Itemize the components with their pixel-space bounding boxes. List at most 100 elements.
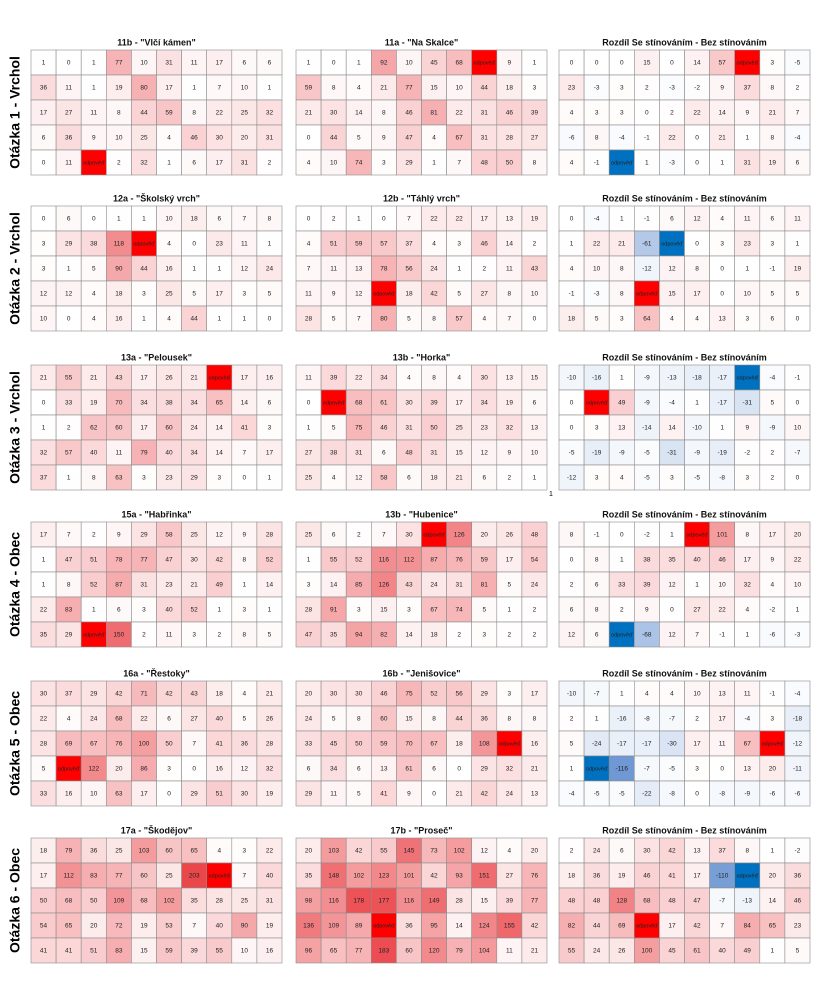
cell-value: 48 [568, 898, 576, 905]
cell-value: 42 [531, 923, 539, 930]
cell-value: 29 [65, 241, 73, 248]
cell [684, 730, 710, 757]
cell-value: -8 [669, 791, 675, 798]
cell [320, 205, 347, 232]
cell [231, 730, 258, 757]
cell [633, 280, 660, 307]
cell [156, 230, 182, 257]
cell-value: 61 [380, 400, 388, 407]
cell-value: 11 [90, 110, 97, 117]
cell-value: 34 [191, 400, 199, 407]
cell-value: 0 [695, 241, 699, 248]
cell [709, 464, 735, 491]
cell-value: 9 [407, 791, 411, 798]
cell-value: 27 [506, 873, 514, 880]
cell [558, 680, 585, 707]
cell-value: 96 [305, 948, 313, 955]
cell-value: 9 [745, 110, 749, 117]
cell [320, 862, 347, 889]
cell-value: 104 [479, 948, 490, 955]
cell [471, 74, 498, 101]
cell [396, 149, 422, 176]
cell-value: 6 [533, 400, 537, 407]
cell-value: 3 [268, 425, 272, 432]
cell-value: 5 [357, 135, 361, 142]
cell [759, 464, 786, 491]
cell-value: 63 [115, 475, 123, 482]
cell [759, 414, 786, 441]
cell-value: 29 [405, 160, 413, 167]
cell-value: 17 [531, 691, 539, 698]
cell [784, 74, 811, 101]
cell-value: 40 [165, 450, 173, 457]
cell [345, 780, 372, 807]
cell-value: 2 [670, 110, 674, 117]
cell-value: 21 [266, 691, 274, 698]
cell-value: 65 [769, 923, 777, 930]
cell [759, 596, 786, 623]
cell [370, 99, 397, 126]
cell-value: 0 [332, 60, 336, 67]
cell [30, 621, 57, 648]
cell-value: 5 [42, 766, 46, 773]
cell-value: 21 [456, 475, 464, 482]
cell-value: 0 [796, 316, 800, 323]
cell-value: 31 [140, 582, 148, 589]
cell [345, 705, 372, 732]
cell [231, 280, 258, 307]
cell-value: 3 [595, 110, 599, 117]
cell-value: 12 [355, 291, 363, 298]
cell-value: 7 [192, 741, 196, 748]
cell [181, 755, 208, 782]
cell [370, 571, 397, 598]
cell [30, 230, 57, 257]
cell [759, 546, 786, 573]
cell [295, 439, 322, 466]
cell-value: 16 [216, 766, 224, 773]
cell-value: 3 [243, 848, 247, 855]
cell-value: -17 [617, 741, 627, 748]
cell-value: 22 [456, 216, 464, 223]
cell [684, 305, 710, 332]
cell-value: 0 [670, 60, 674, 67]
cell-value: 203 [189, 873, 200, 880]
cell-value: 2 [142, 632, 146, 639]
cell [608, 755, 635, 782]
cell [55, 780, 82, 807]
cell-value: 5 [508, 582, 512, 589]
cell [734, 837, 761, 864]
cell-value: -116 [615, 766, 628, 773]
cell-value: 8 [432, 316, 436, 323]
cell-value: 22 [693, 110, 701, 117]
cell-value: 0 [42, 216, 46, 223]
cell [370, 74, 397, 101]
cell-value: 55 [65, 375, 73, 382]
cell-value: 32 [744, 582, 752, 589]
cell [345, 862, 372, 889]
cell-value: 47 [165, 557, 173, 564]
cell [345, 124, 372, 151]
cell-value: -7 [669, 716, 675, 723]
cell [256, 364, 283, 391]
cell [446, 124, 473, 151]
cell [370, 837, 397, 864]
cell [583, 255, 610, 282]
cell-value: 8 [192, 110, 196, 117]
cell [396, 49, 422, 76]
cell-value: 40 [719, 948, 727, 955]
cell-value: 13 [531, 791, 539, 798]
cell [521, 571, 548, 598]
cell-value: odpověď [133, 241, 155, 247]
cell-value: 27 [481, 291, 489, 298]
cell [784, 571, 811, 598]
cell-value: 19 [266, 791, 274, 798]
cell-value: 46 [380, 425, 388, 432]
cell [608, 149, 635, 176]
cell-value: 0 [620, 532, 624, 539]
cell-value: 30 [40, 691, 48, 698]
cell-value: 0 [268, 316, 272, 323]
cell [370, 49, 397, 76]
cell-value: 58 [165, 532, 173, 539]
cell-value: 2 [533, 241, 537, 248]
cell-value: 1 [217, 316, 221, 323]
